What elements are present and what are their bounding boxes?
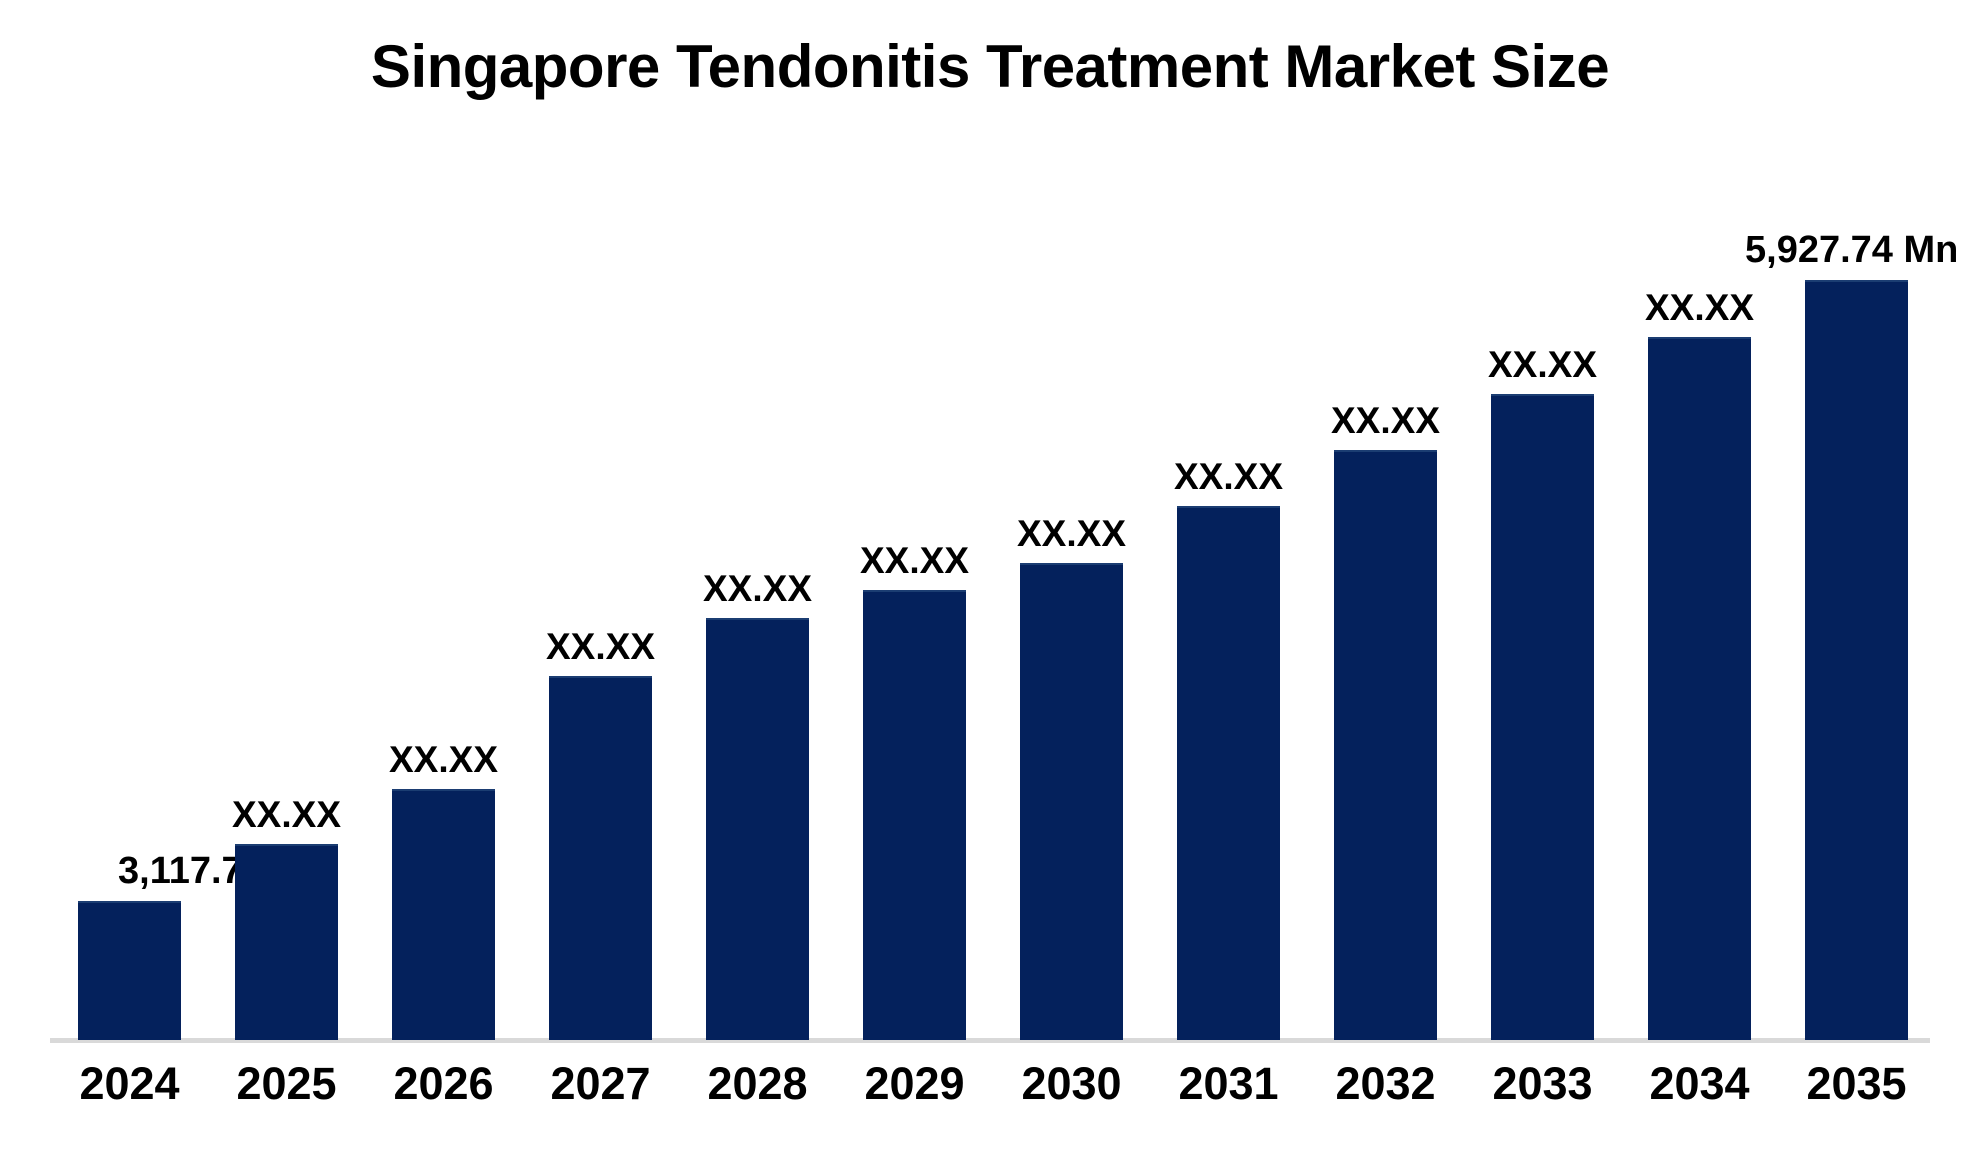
bar-2027[interactable] [549,676,652,1040]
bar-2030[interactable] [1020,563,1123,1040]
bar-label-2027: XX.XX [546,626,655,667]
x-tick-2031: 2031 [1178,1058,1279,1109]
bar-label-2034: XX.XX [1645,287,1754,328]
x-tick-2033: 2033 [1492,1058,1593,1109]
bar-2029[interactable] [863,590,966,1040]
x-tick-2028: 2028 [707,1058,808,1109]
bar-label-2028: XX.XX [703,568,812,609]
x-tick-2030: 2030 [1021,1058,1122,1109]
bar-2025[interactable] [235,844,338,1040]
plot-area: 3,117.74 Mn XX.XX XX.XX XX.XX XX.XX XX.X… [50,229,1959,1043]
x-tick-2025: 2025 [236,1058,337,1109]
bar-label-2026: XX.XX [389,739,498,780]
bar-label-2035: 5,927.74 Mn [1745,229,1959,271]
bar-2033[interactable] [1491,394,1594,1040]
x-tick-2029: 2029 [864,1058,965,1109]
bar-2032[interactable] [1334,450,1437,1040]
x-tick-2027: 2027 [550,1058,651,1109]
chart-title: Singapore Tendonitis Treatment Market Si… [370,33,1610,100]
bar-label-2033: XX.XX [1488,344,1597,385]
x-axis-labels: 2024 2025 2026 2027 2028 2029 2030 2031 … [0,1058,1980,1138]
bar-2026[interactable] [392,789,495,1040]
bar-2024[interactable] [78,901,181,1040]
bar-label-2029: XX.XX [860,540,969,581]
bar-label-2030: XX.XX [1017,513,1126,554]
x-axis-line [50,1038,1930,1043]
x-tick-2035: 2035 [1806,1058,1907,1109]
bar-2028[interactable] [706,618,809,1040]
x-tick-2026: 2026 [393,1058,494,1109]
bar-label-2032: XX.XX [1331,400,1440,441]
bar-2035[interactable] [1805,280,1908,1040]
x-tick-2034: 2034 [1649,1058,1750,1109]
bar-label-2031: XX.XX [1174,456,1283,497]
bar-2031[interactable] [1177,506,1280,1040]
x-tick-2032: 2032 [1335,1058,1436,1109]
bar-2034[interactable] [1648,337,1751,1040]
x-tick-2024: 2024 [79,1058,180,1109]
bar-label-2025: XX.XX [232,794,341,835]
